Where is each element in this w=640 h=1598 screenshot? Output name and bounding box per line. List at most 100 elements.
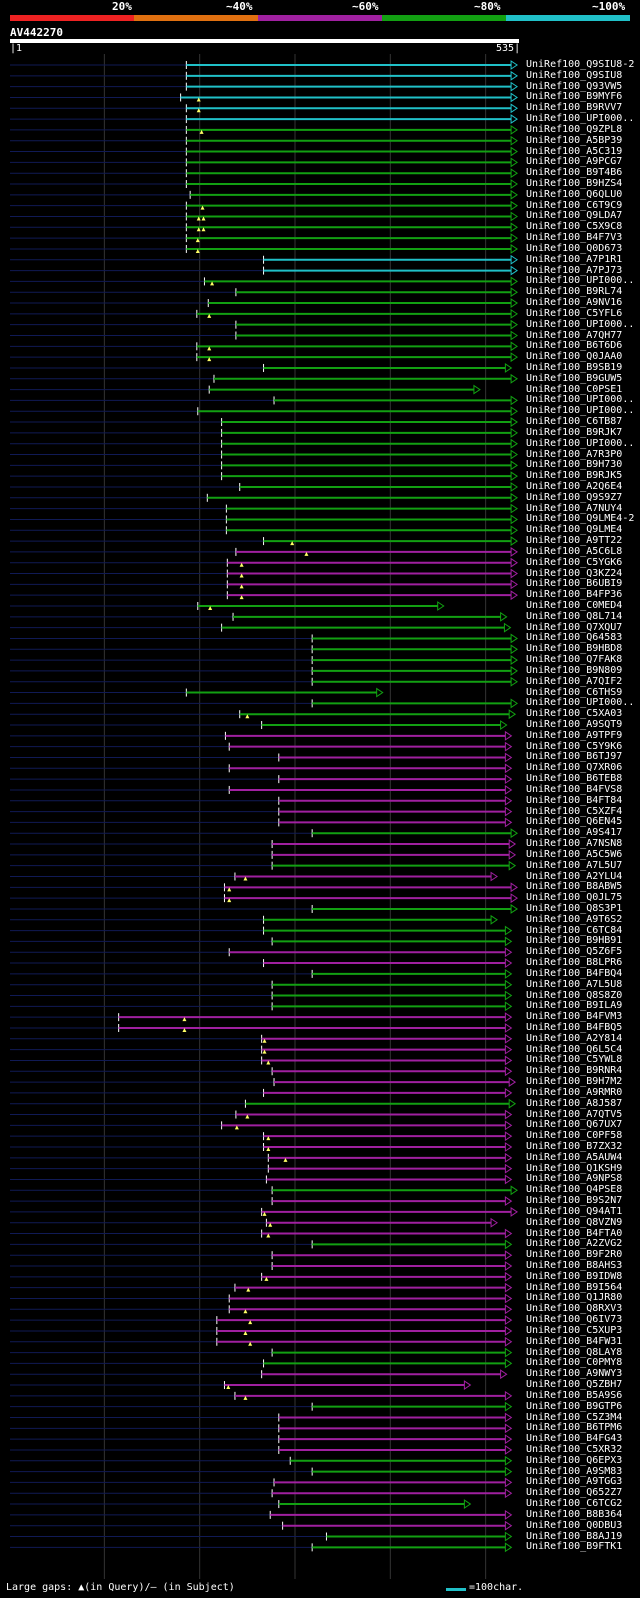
hit-label[interactable]: UniRef100_B9MYF6 (526, 91, 623, 103)
hit-row[interactable] (10, 514, 518, 525)
hit-row[interactable] (10, 871, 498, 882)
hit-row[interactable] (10, 958, 513, 968)
hit-row[interactable] (10, 557, 518, 568)
hit-label[interactable]: UniRef100_A7QIF2 (526, 675, 623, 687)
hit-label[interactable]: UniRef100_B9ILA9 (526, 1000, 623, 1012)
hit-row[interactable] (10, 1401, 513, 1412)
hit-row[interactable] (10, 720, 508, 730)
hit-row[interactable] (10, 1455, 513, 1466)
hit-label[interactable]: UniRef100_B9HZS4 (526, 178, 623, 190)
hit-row[interactable] (10, 904, 518, 914)
hit-label[interactable]: UniRef100_A9TT22 (526, 535, 623, 547)
hit-label[interactable]: UniRef100_B4FVM3 (526, 1011, 623, 1023)
hit-row[interactable] (10, 449, 518, 460)
hit-row[interactable] (10, 124, 518, 135)
hit-label[interactable]: UniRef100_B9FTK1 (526, 1541, 623, 1553)
hit-label[interactable]: UniRef100_UPI000.. (526, 113, 635, 125)
hit-label[interactable]: UniRef100_B8B364 (526, 1508, 623, 1520)
hit-row[interactable] (10, 363, 513, 373)
hit-label[interactable]: UniRef100_B9RNR4 (526, 1065, 623, 1077)
hit-row[interactable] (10, 968, 513, 979)
hit-label[interactable]: UniRef100_A9NV16 (526, 297, 623, 309)
hit-label[interactable]: UniRef100_B6TEB8 (526, 773, 623, 785)
hit-row[interactable] (10, 1434, 513, 1445)
hit-row[interactable] (10, 601, 445, 611)
hit-label[interactable]: UniRef100_Q6EN45 (526, 816, 623, 828)
hit-row[interactable] (10, 1293, 513, 1304)
hit-row[interactable] (10, 1239, 513, 1250)
hit-label[interactable]: UniRef100_Q3KZ24 (526, 567, 623, 579)
hit-row[interactable] (10, 330, 518, 341)
hit-label[interactable]: UniRef100_C5XA03 (526, 708, 623, 720)
hit-row[interactable] (10, 1131, 513, 1142)
hit-label[interactable]: UniRef100_Q7XQU7 (526, 621, 623, 633)
hit-row[interactable] (10, 1488, 513, 1499)
hit-row[interactable] (10, 503, 518, 514)
hit-label[interactable]: UniRef100_Q6IV73 (526, 1314, 623, 1326)
hit-label[interactable]: UniRef100_A9NWY3 (526, 1368, 623, 1380)
hit-label[interactable]: UniRef100_B9H7M2 (526, 1076, 623, 1088)
hit-row[interactable] (10, 579, 518, 590)
hit-label[interactable]: UniRef100_Q8RXV3 (526, 1303, 623, 1315)
hit-row[interactable] (10, 287, 518, 298)
hit-label[interactable]: UniRef100_B9I564 (526, 1281, 623, 1293)
hit-row[interactable] (10, 990, 513, 1001)
hit-row[interactable] (10, 1023, 513, 1033)
hit-row[interactable] (10, 417, 518, 427)
hit-row[interactable] (10, 839, 517, 849)
hit-label[interactable]: UniRef100_B4FTA0 (526, 1227, 623, 1239)
hit-row[interactable] (10, 179, 518, 189)
hit-label[interactable]: UniRef100_Q5Z6F5 (526, 946, 623, 958)
hit-row[interactable] (10, 622, 512, 633)
hit-row[interactable] (10, 1055, 513, 1066)
hit-label[interactable]: UniRef100_B9HBD8 (526, 643, 623, 655)
hit-row[interactable] (10, 763, 513, 774)
hit-label[interactable]: UniRef100_Q8VZN9 (526, 1216, 623, 1228)
hit-row[interactable] (10, 741, 513, 752)
hit-label[interactable]: UniRef100_C5XR32 (526, 1443, 623, 1455)
hit-label[interactable]: UniRef100_A9PCG7 (526, 156, 623, 168)
hit-label[interactable]: UniRef100_Q9LME4 (526, 524, 623, 536)
hit-row[interactable] (10, 633, 518, 644)
hit-label[interactable]: UniRef100_C5YWL8 (526, 1054, 623, 1066)
hit-row[interactable] (10, 947, 513, 958)
hit-row[interactable] (10, 308, 518, 319)
hit-row[interactable] (10, 568, 518, 579)
hit-row[interactable] (10, 1206, 518, 1217)
hit-row[interactable] (10, 406, 518, 417)
hit-row[interactable] (10, 1412, 513, 1423)
hit-label[interactable]: UniRef100_B9RJK5 (526, 470, 623, 482)
hit-row[interactable] (10, 341, 518, 352)
hit-row[interactable] (10, 828, 518, 839)
hit-row[interactable] (10, 1001, 513, 1012)
hit-row[interactable] (10, 81, 518, 92)
hit-label[interactable]: UniRef100_Q652Z7 (526, 1487, 623, 1499)
hit-row[interactable] (10, 893, 518, 904)
hit-label[interactable]: UniRef100_C0PMY8 (526, 1357, 623, 1369)
hit-label[interactable]: UniRef100_Q4PSE8 (526, 1184, 623, 1196)
hit-row[interactable] (10, 752, 513, 763)
hit-label[interactable]: UniRef100_C5Y9K6 (526, 740, 623, 752)
hit-label[interactable]: UniRef100_Q0D673 (526, 242, 623, 254)
hit-row[interactable] (10, 1423, 513, 1434)
hit-label[interactable]: UniRef100_Q7FAK8 (526, 654, 623, 666)
hit-row[interactable] (10, 373, 518, 384)
hit-row[interactable] (10, 168, 518, 179)
hit-label[interactable]: UniRef100_A2Y814 (526, 1032, 623, 1044)
hit-row[interactable] (10, 914, 498, 925)
hit-row[interactable] (10, 60, 518, 70)
hit-label[interactable]: UniRef100_B7ZX32 (526, 1141, 623, 1152)
hit-row[interactable] (10, 1196, 513, 1207)
hit-label[interactable]: UniRef100_B9IDW8 (526, 1270, 623, 1282)
hit-label[interactable]: UniRef100_Q6L5C4 (526, 1043, 623, 1055)
hit-label[interactable]: UniRef100_C0PF58 (526, 1130, 623, 1142)
hit-label[interactable]: UniRef100_A9SQT9 (526, 719, 623, 731)
hit-label[interactable]: UniRef100_A9RMR0 (526, 1086, 623, 1098)
hit-label[interactable]: UniRef100_C5XZF4 (526, 805, 623, 817)
hit-label[interactable]: UniRef100_UPI000.. (526, 318, 635, 330)
hit-label[interactable]: UniRef100_C0MED4 (526, 600, 623, 611)
hit-row[interactable] (10, 1217, 498, 1228)
hit-label[interactable]: UniRef100_A9S417 (526, 827, 623, 839)
hit-label[interactable]: UniRef100_A5BP39 (526, 134, 623, 146)
hit-label[interactable]: UniRef100_Q93VW5 (526, 80, 623, 92)
